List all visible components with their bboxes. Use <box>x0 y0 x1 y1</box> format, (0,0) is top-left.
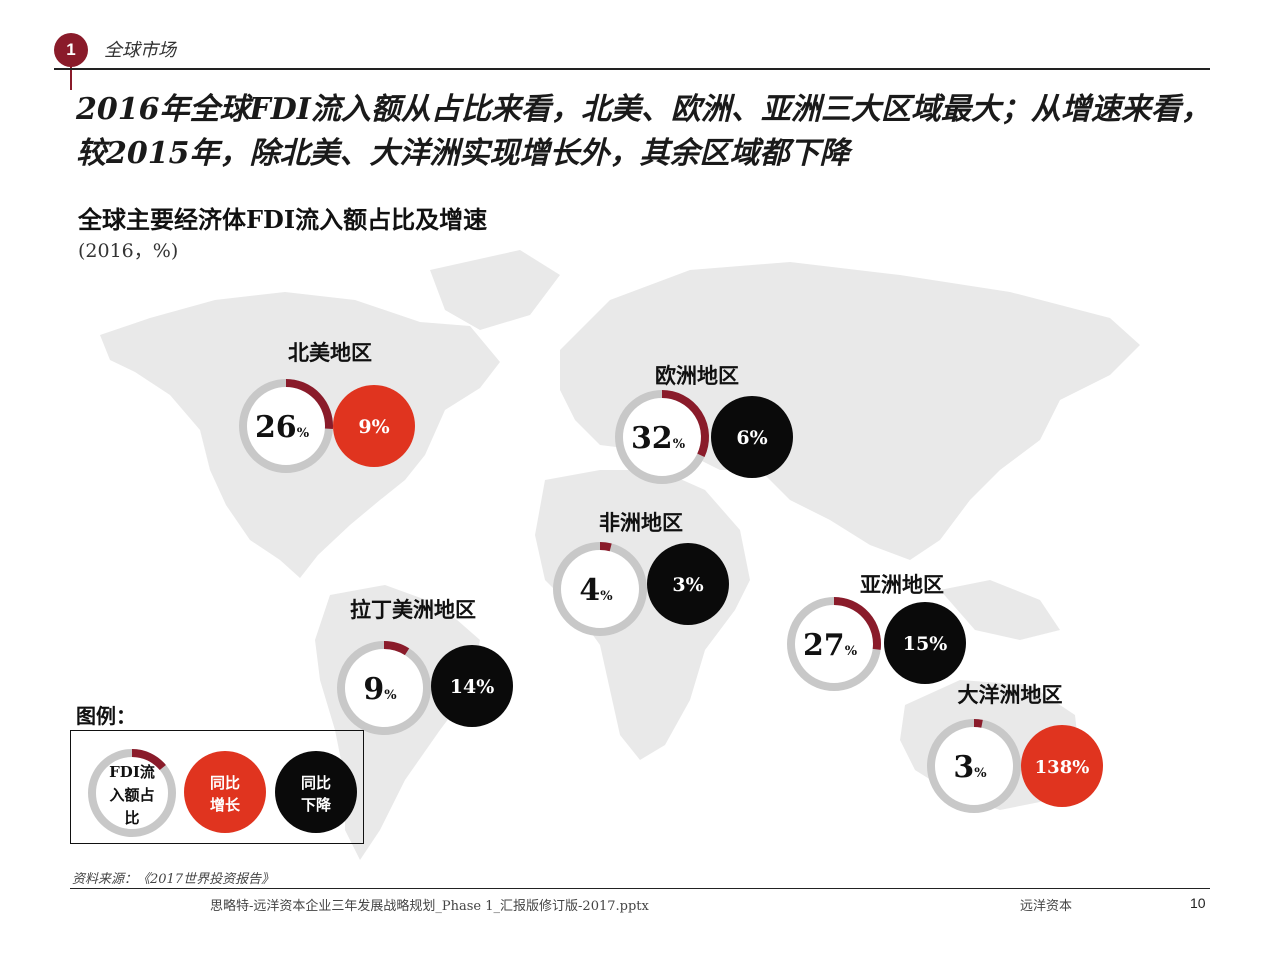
landmass-greenland <box>430 250 560 330</box>
legend-title: 图例： <box>76 704 136 728</box>
legend-box <box>70 730 364 844</box>
growth-circle-north-america <box>333 385 415 467</box>
growth-circle-africa <box>647 543 729 625</box>
badge-stem <box>70 60 72 90</box>
share-arc-latin-america <box>383 641 410 656</box>
growth-value-oceania: 138% <box>1035 757 1090 778</box>
legend-growth-up-label-line: 同比 <box>210 774 240 792</box>
share-value-north-america: 26% <box>255 410 310 445</box>
regions-layer: 北美地区 26% 9% 欧洲地区 32% 6% 非洲地区 4% 3% 拉丁美洲地区 9% 14% 亚洲地… <box>239 340 1103 813</box>
region-label-africa: 非洲地区 <box>599 510 683 535</box>
growth-circle-latin-america <box>431 645 513 727</box>
growth-circle-asia <box>884 602 966 684</box>
page-number: 10 <box>1190 895 1206 911</box>
region-asia: 亚洲地区 27% 15% <box>787 572 966 691</box>
page-headline: 2016年全球FDI流入额从占比来看，北美、欧洲、亚洲三大区域最大；从增速来看，… <box>76 92 1211 171</box>
region-north-america: 北美地区 26% 9% <box>239 340 415 473</box>
share-value-oceania: 3% <box>953 750 987 785</box>
legend-growth-down-label-line: 下降 <box>301 796 332 814</box>
growth-value-asia: 15% <box>903 633 948 655</box>
legend-share-label-line: FDI流 <box>109 763 155 781</box>
growth-circle-europe <box>711 396 793 478</box>
share-value-latin-america: 9% <box>363 672 397 707</box>
region-latin-america: 拉丁美洲地区 9% 14% <box>337 597 513 735</box>
growth-value-africa: 3% <box>672 574 703 596</box>
legend-growth-up-label-line: 增长 <box>210 796 241 814</box>
chart-title: 全球主要经济体FDI流入额占比及增速 <box>78 205 488 234</box>
landmass-africa <box>535 470 750 760</box>
region-label-latin-america: 拉丁美洲地区 <box>350 597 476 622</box>
share-value-africa: 4% <box>579 573 613 608</box>
legend-growth-up-circle <box>184 751 266 833</box>
share-arc-north-america <box>285 379 333 429</box>
landmass-eurasia <box>560 262 1140 560</box>
share-value-asia: 27% <box>803 628 858 663</box>
legend-growth-down-label-line: 同比 <box>301 774 331 792</box>
growth-value-latin-america: 14% <box>450 676 495 698</box>
region-label-asia: 亚洲地区 <box>860 572 944 597</box>
legend-share-label-line: 入额占 <box>109 786 154 804</box>
share-value-europe: 32% <box>631 421 686 456</box>
source-note: 资料来源：《2017世界投资报告》 <box>72 872 275 887</box>
region-oceania: 大洋洲地区 3% 138% <box>927 682 1103 813</box>
region-label-europe: 欧洲地区 <box>655 363 739 388</box>
region-label-oceania: 大洋洲地区 <box>958 682 1063 707</box>
legend-share-label-line: 比 <box>124 809 139 827</box>
share-arc-asia <box>833 597 881 650</box>
chart-subtitle: (2016，%) <box>78 240 179 262</box>
growth-circle-oceania <box>1021 725 1103 807</box>
section-label: 全球市场 <box>104 40 176 61</box>
file-name: 思略特-远洋资本企业三年发展战略规划_Phase 1_汇报版修订版-2017.p… <box>210 899 649 914</box>
top-divider <box>54 68 1210 70</box>
region-label-north-america: 北美地区 <box>288 340 372 365</box>
bottom-divider <box>70 888 1210 889</box>
share-arc-oceania <box>973 719 983 728</box>
region-europe: 欧洲地区 32% 6% <box>615 363 793 484</box>
share-arc-africa <box>599 542 612 552</box>
legend-growth-down-circle <box>275 751 357 833</box>
region-africa: 非洲地区 4% 3% <box>553 510 729 636</box>
growth-value-europe: 6% <box>736 427 767 449</box>
growth-value-north-america: 9% <box>358 416 389 438</box>
company-name: 远洋资本 <box>1020 899 1073 914</box>
legend-share-arc <box>131 749 166 771</box>
share-arc-europe <box>661 390 709 458</box>
landmass-southeast-asia <box>940 580 1060 640</box>
